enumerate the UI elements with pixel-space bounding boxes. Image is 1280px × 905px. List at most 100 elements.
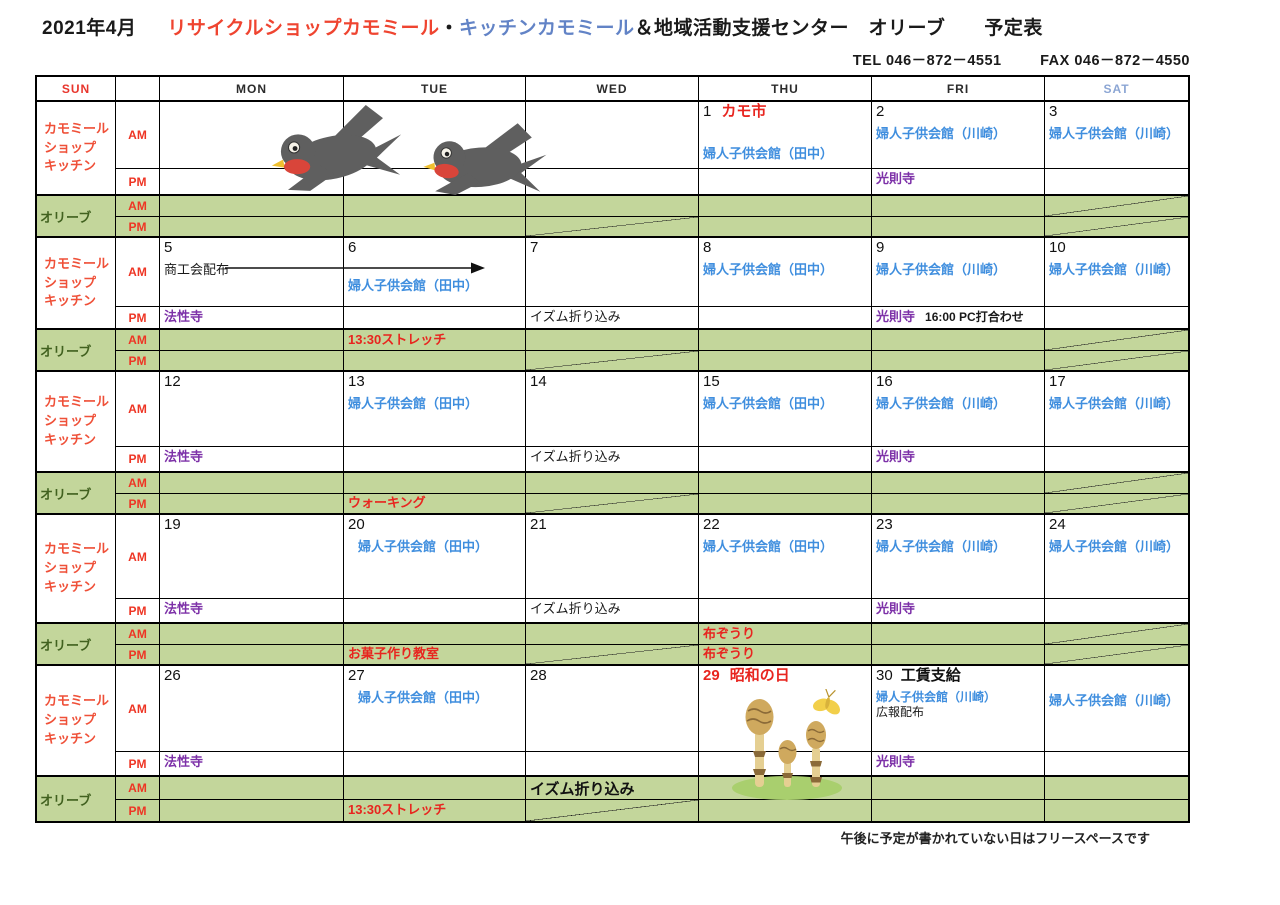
closed-cell bbox=[526, 799, 698, 821]
w2-fri-pm-cell: 光則寺 16:00 PC打合わせ bbox=[872, 306, 1044, 328]
w3-wed-am-cell: 14 bbox=[530, 373, 547, 390]
w1-thu-pm-cell bbox=[699, 168, 871, 194]
event-hoshoji: 法性寺 bbox=[164, 754, 204, 769]
header-sun: SUN bbox=[61, 81, 91, 96]
am-label: AM bbox=[116, 196, 159, 216]
event-fujin-tanaka: 婦人子供会館（田中） bbox=[703, 395, 834, 411]
event-kosokuji: 光則寺 bbox=[876, 601, 916, 616]
w2-tue-pm-cell bbox=[344, 306, 525, 328]
w4-thu-pm-cell bbox=[699, 598, 871, 622]
week4-chamomile-block: カモミール ショップ キッチン AM PM 19 法性寺 20 婦人子供会館（田中）… bbox=[37, 513, 1188, 622]
weekday-header-row: SUN MON TUE WED THU FRI SAT bbox=[37, 77, 1188, 100]
olive-label: オリーブ bbox=[37, 624, 115, 664]
w2-mon-am-cell: 5 商工会配布 bbox=[160, 238, 343, 306]
olive-label: オリーブ bbox=[37, 196, 115, 236]
week2-chamomile-block: カモミール ショップ キッチン AM PM 5 商工会配布 法性寺 6 婦人子供会館… bbox=[37, 236, 1188, 328]
w1-wed-pm-cell bbox=[526, 168, 698, 194]
w1-tue-pm-cell bbox=[344, 168, 525, 194]
showa-day-holiday: 昭和の日 bbox=[729, 667, 790, 684]
w2-thu-pm-cell bbox=[699, 306, 871, 328]
event-walking: ウォーキング bbox=[348, 495, 426, 511]
w5-oli-wed-am-cell: イズム折り込み bbox=[526, 777, 698, 799]
chamomile-label: カモミール ショップ キッチン bbox=[44, 693, 110, 746]
title-separator: ・ bbox=[439, 18, 459, 39]
w5-mon-pm-cell: 法性寺 bbox=[160, 751, 343, 775]
w4-mon-am-cell: 19 bbox=[164, 516, 181, 533]
w2-sat-pm-cell bbox=[1045, 306, 1188, 328]
fax-number: FAX 046－872－4550 bbox=[1040, 53, 1190, 69]
w3-oli-tue-pm-cell: ウォーキング bbox=[344, 493, 525, 513]
week3-chamomile-block: カモミール ショップ キッチン AM PM 12 法性寺 13 婦人子供会館（田中）… bbox=[37, 370, 1188, 471]
event-nunozori: 布ぞうり bbox=[703, 625, 756, 641]
w2-wed-pm-cell: イズム折り込み bbox=[526, 306, 698, 328]
w5-sat-pm-cell bbox=[1045, 751, 1188, 775]
w4-fri-am-cell: 23 婦人子供会館（川崎） bbox=[872, 515, 1044, 598]
w4-tue-pm-cell bbox=[344, 598, 525, 622]
event-koho-haifu: 広報配布 bbox=[876, 705, 925, 720]
pm-label: PM bbox=[116, 216, 159, 236]
w2-tue-am-cell: 6 婦人子供会館（田中） bbox=[344, 238, 525, 306]
w3-wed-pm-cell: イズム折り込み bbox=[526, 446, 698, 471]
w1-fri-pm-cell: 光則寺 bbox=[872, 168, 1044, 194]
closed-cell bbox=[1045, 196, 1188, 216]
event-izumu-orikomi: イズム折り込み bbox=[530, 601, 621, 616]
event-kosokuji: 光則寺 bbox=[876, 449, 916, 464]
title-shop-red: リサイクルショップカモミール bbox=[167, 18, 440, 39]
w1-mon-pm-cell bbox=[160, 168, 343, 194]
olive-label: オリーブ bbox=[37, 330, 115, 370]
event-fujin-tanaka: 婦人子供会館（田中） bbox=[703, 261, 834, 277]
closed-cell bbox=[1045, 624, 1188, 644]
event-fujin-tanaka: 婦人子供会館（田中） bbox=[348, 277, 479, 293]
header-wed: WED bbox=[596, 81, 628, 96]
w4-oli-tue-pm-cell: お菓子作り教室 bbox=[344, 644, 525, 664]
kamo-market-event: カモ市 bbox=[721, 103, 767, 120]
w4-thu-am-cell: 22 婦人子供会館（田中） bbox=[699, 515, 871, 598]
closed-cell bbox=[1045, 644, 1188, 664]
event-hoshoji: 法性寺 bbox=[164, 449, 204, 464]
w5-wed-pm-cell bbox=[526, 751, 698, 775]
w3-tue-pm-cell bbox=[344, 446, 525, 471]
w4-oli-thu-am-cell: 布ぞうり bbox=[699, 624, 871, 644]
event-pc-meeting: 16:00 PC打合わせ bbox=[925, 310, 1024, 324]
title-month: 2021年4月 bbox=[42, 18, 137, 39]
week2-olive-block: オリーブ AM PM 13:30ストレッチ bbox=[37, 328, 1188, 370]
w3-thu-am-cell: 15 婦人子供会館（田中） bbox=[699, 372, 871, 446]
w5-tue-am-cell: 27 婦人子供会館（田中） bbox=[344, 666, 525, 751]
w5-thu-pm-cell bbox=[699, 751, 871, 775]
header-mon: MON bbox=[236, 81, 267, 96]
chamomile-label: カモミール ショップ キッチン bbox=[44, 255, 110, 309]
w3-fri-pm-cell: 光則寺 bbox=[872, 446, 1044, 471]
w2-wed-am-cell: 7 bbox=[530, 239, 539, 256]
closed-cell bbox=[526, 644, 698, 664]
am-label: AM bbox=[128, 128, 147, 142]
olive-label: オリーブ bbox=[37, 473, 115, 513]
closed-cell bbox=[526, 350, 698, 370]
event-fujin-kawasaki: 婦人子供会館（川崎） bbox=[1049, 261, 1180, 277]
w5-mon-am-cell: 26 bbox=[164, 667, 181, 684]
event-fujin-kawasaki: 婦人子供会館（川崎） bbox=[876, 261, 1007, 277]
event-fujin-kawasaki: 婦人子供会館（川崎） bbox=[1049, 693, 1180, 708]
title-rest: ＆地域活動支援センター オリーブ 予定表 bbox=[634, 18, 1043, 39]
w3-sat-am-cell: 17 婦人子供会館（川崎） bbox=[1045, 372, 1188, 446]
event-fujin-kawasaki: 婦人子供会館（川崎） bbox=[876, 689, 997, 704]
pm-label: PM bbox=[116, 168, 159, 194]
chamomile-label: カモミール ショップ キッチン bbox=[44, 394, 110, 447]
event-kochin-shikyu: 工賃支給 bbox=[900, 667, 961, 684]
event-shokokai-haifu: 商工会配布 bbox=[164, 261, 230, 277]
event-fujin-kawasaki: 婦人子供会館（川崎） bbox=[1049, 538, 1180, 554]
w1-wed-am-cell bbox=[526, 102, 698, 168]
event-hoshoji: 法性寺 bbox=[164, 309, 204, 324]
w5-wed-am-cell: 28 bbox=[530, 667, 547, 684]
closed-cell bbox=[526, 493, 698, 513]
w1-sat-am-cell: 3 婦人子供会館（川崎） bbox=[1045, 102, 1188, 168]
event-kosokuji: 光則寺 bbox=[876, 309, 916, 324]
event-fujin-kawasaki: 婦人子供会館（川崎） bbox=[876, 395, 1007, 411]
w1-fri-am-cell: 2 婦人子供会館（川崎） bbox=[872, 102, 1044, 168]
header-tue: TUE bbox=[421, 81, 448, 96]
header-spacer bbox=[116, 77, 159, 100]
w3-tue-am-cell: 13 婦人子供会館（田中） bbox=[344, 372, 525, 446]
week1-olive-block: オリーブ AM PM bbox=[37, 194, 1188, 236]
w1-thu-am-cell: 1 カモ市 婦人子供会館（田中） bbox=[699, 102, 871, 168]
w4-sat-am-cell: 24 婦人子供会館（川崎） bbox=[1045, 515, 1188, 598]
w3-sat-pm-cell bbox=[1045, 446, 1188, 471]
